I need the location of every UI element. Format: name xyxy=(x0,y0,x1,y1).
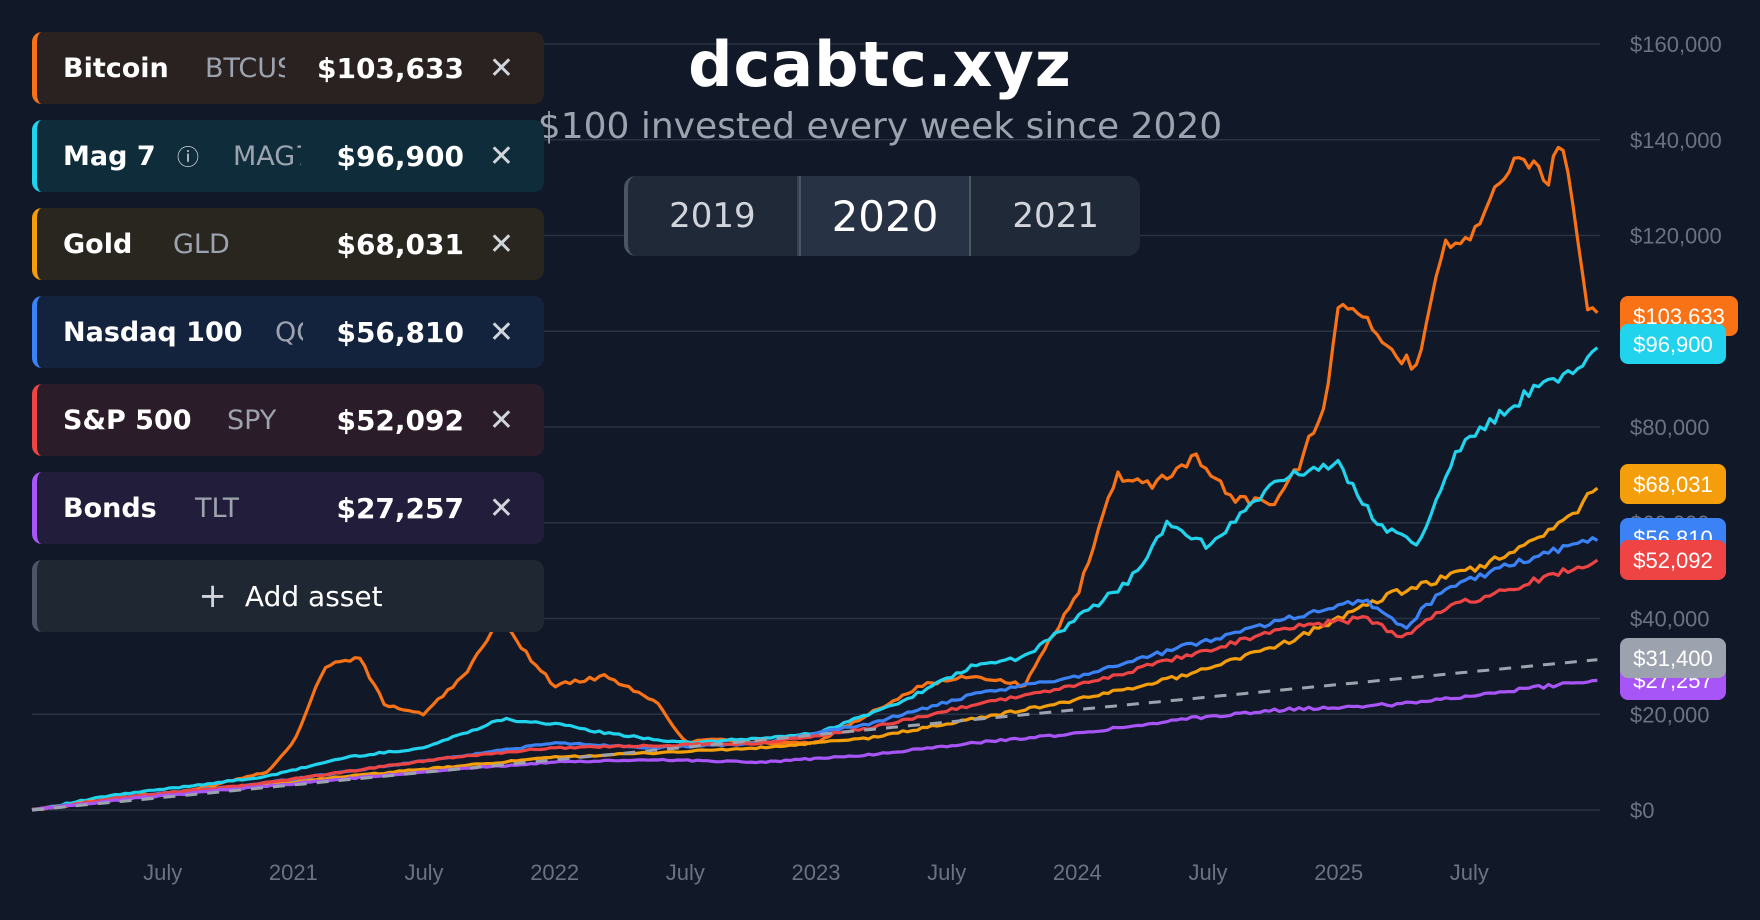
year-option-2021[interactable]: 2021 xyxy=(1012,196,1099,236)
asset-value: $27,257 xyxy=(336,491,464,525)
year-selector: 2019 2020 2021 xyxy=(624,176,1140,256)
asset-name: Bitcoin xyxy=(63,52,169,84)
series-line-s-p-500 xyxy=(31,558,1599,812)
y-tick-label: $140,000 xyxy=(1630,128,1722,153)
asset-value: $68,031 xyxy=(336,227,464,261)
y-tick-label: $20,000 xyxy=(1630,702,1710,727)
end-value-badge xyxy=(1620,324,1726,364)
x-tick-label: 2022 xyxy=(530,860,579,885)
add-asset-label: Add asset xyxy=(244,579,383,613)
end-value-label: $52,092 xyxy=(1633,548,1713,573)
asset-name: S&P 500 xyxy=(63,404,192,436)
asset-value: $56,810 xyxy=(336,315,464,349)
page-title: dcabtc.xyz xyxy=(688,28,1072,101)
x-tick-label: July xyxy=(1188,860,1227,885)
page-subtitle: $100 invested every week since 2020 xyxy=(537,106,1223,147)
end-value-badge xyxy=(1620,464,1726,504)
y-tick-label: $80,000 xyxy=(1630,415,1710,440)
x-tick-label: 2021 xyxy=(269,860,318,885)
asset-card-bitcoin[interactable]: Bitcoin BTCUS $103,633 ✕ xyxy=(32,32,544,104)
asset-card-gold[interactable]: Gold GLD $68,031 ✕ xyxy=(32,208,544,280)
end-value-label: $31,400 xyxy=(1633,646,1713,671)
asset-ticker: SPY xyxy=(227,404,277,436)
series-line-bonds xyxy=(31,678,1598,812)
asset-list: Bitcoin BTCUS $103,633 ✕ Mag 7 ⓘ MAG7 $9… xyxy=(32,32,544,632)
year-option-2020[interactable]: 2020 xyxy=(798,176,972,256)
x-tick-label: July xyxy=(143,860,182,885)
asset-ticker: MAG7 xyxy=(233,140,301,172)
asset-ticker: GLD xyxy=(173,228,230,260)
asset-name: Mag 7 xyxy=(63,140,156,172)
x-tick-label: July xyxy=(666,860,705,885)
end-value-label: $68,031 xyxy=(1633,472,1713,497)
asset-card-nasdaq[interactable]: Nasdaq 100 QQ $56,810 ✕ xyxy=(32,296,544,368)
asset-ticker: BTCUS xyxy=(205,52,285,84)
asset-value: $103,633 xyxy=(316,51,464,85)
series-line-gold xyxy=(31,486,1599,812)
end-value-badge xyxy=(1620,540,1726,580)
close-icon[interactable]: ✕ xyxy=(488,314,514,350)
asset-name: Nasdaq 100 xyxy=(63,316,243,348)
close-icon[interactable]: ✕ xyxy=(488,402,514,438)
y-tick-label: $40,000 xyxy=(1630,607,1710,632)
asset-value: $52,092 xyxy=(336,403,464,437)
x-tick-label: July xyxy=(927,860,966,885)
end-value-badge xyxy=(1620,638,1726,678)
asset-ticker: QQ xyxy=(275,316,303,348)
asset-value: $96,900 xyxy=(336,139,464,173)
x-tick-label: 2023 xyxy=(792,860,841,885)
x-tick-label: 2024 xyxy=(1053,860,1102,885)
close-icon[interactable]: ✕ xyxy=(488,226,514,262)
asset-card-bonds[interactable]: Bonds TLT $27,257 ✕ xyxy=(32,472,544,544)
plus-icon: + xyxy=(198,576,227,616)
close-icon[interactable]: ✕ xyxy=(488,490,514,526)
close-icon[interactable]: ✕ xyxy=(488,138,514,174)
y-tick-label: $120,000 xyxy=(1630,224,1722,249)
add-asset-button[interactable]: + Add asset xyxy=(32,560,544,632)
x-tick-label: 2025 xyxy=(1314,860,1363,885)
x-tick-label: July xyxy=(404,860,443,885)
asset-card-sp500[interactable]: S&P 500 SPY $52,092 ✕ xyxy=(32,384,544,456)
asset-name: Gold xyxy=(63,228,133,260)
y-tick-label: $0 xyxy=(1630,798,1654,823)
end-value-label: $96,900 xyxy=(1633,332,1713,357)
close-icon[interactable]: ✕ xyxy=(488,50,514,86)
x-tick-label: July xyxy=(1450,860,1489,885)
info-icon[interactable]: ⓘ xyxy=(177,146,200,171)
asset-card-mag7[interactable]: Mag 7 ⓘ MAG7 $96,900 ✕ xyxy=(32,120,544,192)
asset-ticker: TLT xyxy=(195,492,240,524)
asset-name: Bonds xyxy=(63,492,157,524)
y-tick-label: $160,000 xyxy=(1630,32,1722,57)
year-option-2019[interactable]: 2019 xyxy=(628,176,799,256)
